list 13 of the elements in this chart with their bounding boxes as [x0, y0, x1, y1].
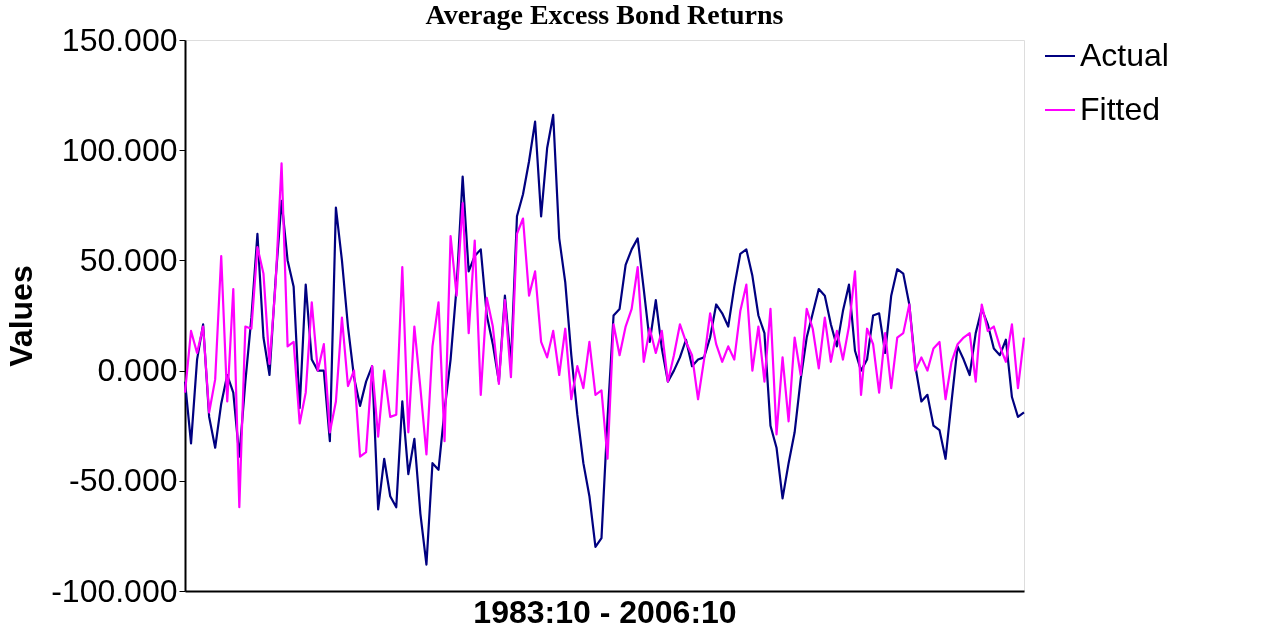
y-tick-label: 100.000: [61, 131, 178, 168]
y-tick-label: -100.000: [51, 572, 178, 609]
y-tick-label: 150.000: [61, 21, 178, 58]
line-series: [183, 113, 1026, 566]
legend-label: Actual: [1080, 37, 1169, 73]
y-tick-label: 0.000: [97, 352, 178, 389]
legend-label: Fitted: [1080, 91, 1161, 127]
y-tick-label: 50.000: [79, 241, 178, 278]
chart-title: Average Excess Bond Returns: [425, 0, 784, 30]
y-tick-label: -50.000: [68, 462, 178, 499]
line-series: [183, 162, 1026, 509]
x-axis-title: 1983:10 - 2006:10: [473, 593, 737, 630]
y-axis-title: Values: [3, 265, 40, 367]
